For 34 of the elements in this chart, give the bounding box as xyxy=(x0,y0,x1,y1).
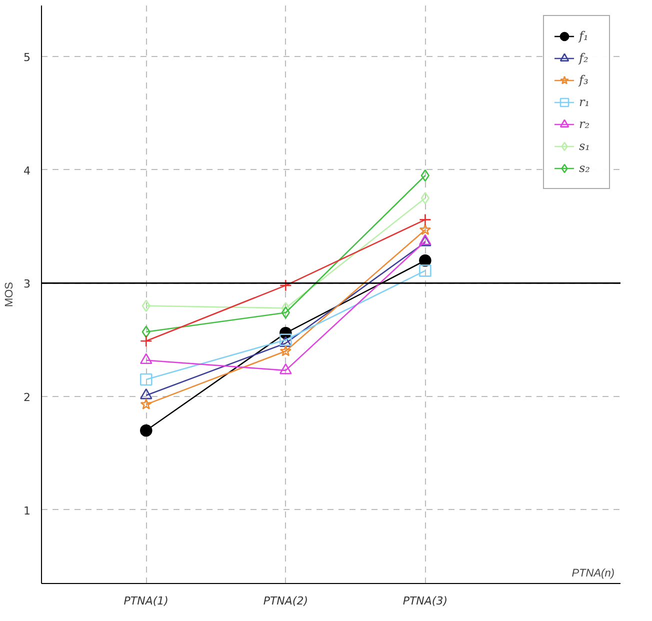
point xyxy=(280,345,292,356)
point xyxy=(140,353,152,364)
point xyxy=(419,254,432,267)
text: PTNA(n) xyxy=(572,568,615,580)
point xyxy=(280,279,292,292)
legend-label: f₃ xyxy=(579,73,590,87)
point xyxy=(140,373,152,386)
x-tick-label: PTNA(3) xyxy=(402,594,448,608)
point xyxy=(142,300,150,312)
y-tick-label: 3 xyxy=(24,278,30,291)
point xyxy=(140,388,152,400)
point xyxy=(420,192,430,204)
y-axis-title: MOS xyxy=(4,282,16,308)
point xyxy=(419,264,432,277)
y-tick-label: 1 xyxy=(24,504,30,518)
legend-label: f₂ xyxy=(579,51,590,65)
y-tick-label: 5 xyxy=(24,51,30,64)
point xyxy=(280,334,292,346)
point xyxy=(419,214,432,226)
point xyxy=(140,398,152,410)
x-tick-label: PTNA(1) xyxy=(124,594,168,608)
y-tick-label: 2 xyxy=(24,391,30,404)
legend-label: r₁ xyxy=(579,95,591,109)
legend-label: s₁ xyxy=(579,139,591,153)
point xyxy=(419,224,432,235)
point xyxy=(140,424,152,437)
legend-label: r₂ xyxy=(579,117,591,131)
point xyxy=(280,363,292,374)
y-tick-label: 4 xyxy=(24,164,30,178)
legend-label: s₂ xyxy=(579,161,591,175)
point xyxy=(280,336,292,348)
point xyxy=(140,334,152,348)
legend-label: f₁ xyxy=(579,29,590,43)
x-tick-label: PTNA(2) xyxy=(263,594,308,608)
